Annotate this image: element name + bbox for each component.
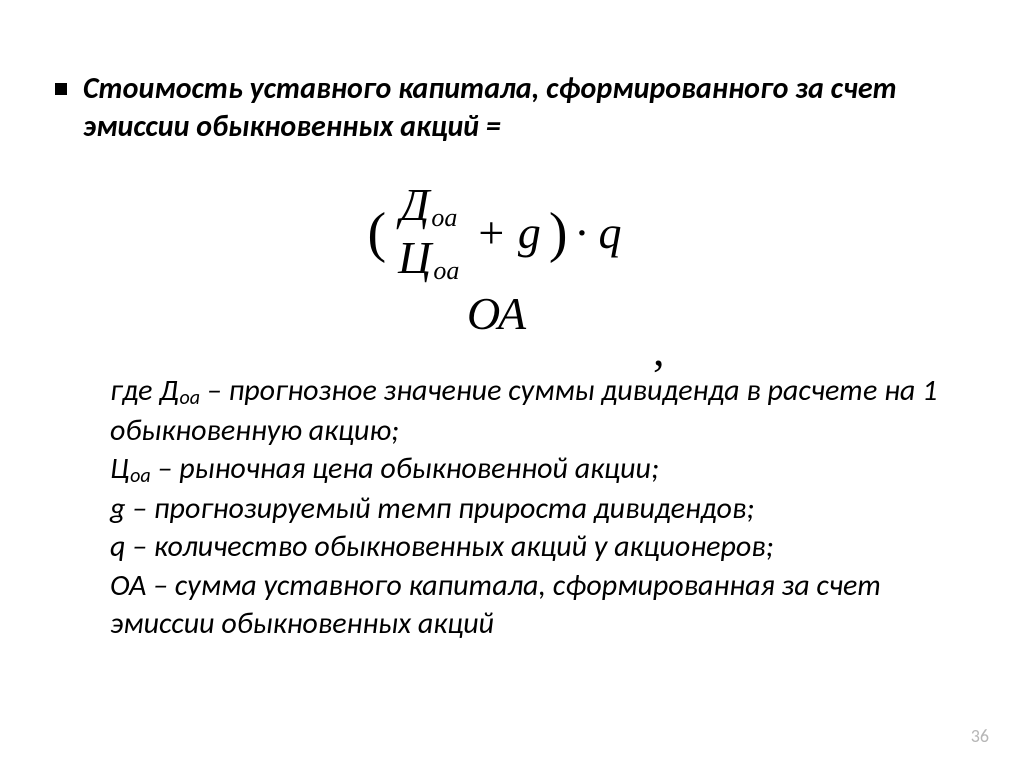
outer-fraction: ( Доа Цоа + g ) · q ОА — [359, 180, 633, 337]
formula: ( Доа Цоа + g ) · q ОА , — [55, 180, 969, 337]
legend-c-sym: Ц — [110, 450, 129, 487]
inner-denominator: Цоа — [392, 233, 465, 286]
legend-line-g: g – прогнозируемый темп прироста дивиден… — [110, 490, 949, 528]
bullet-icon — [55, 83, 67, 95]
formula-trailing-comma: , — [653, 327, 665, 373]
legend-d-text: – прогнозное значение суммы дивиденда в … — [110, 372, 937, 449]
legend-intro: где — [110, 372, 159, 409]
legend-line-d: где Доа – прогнозное значение суммы диви… — [110, 372, 949, 450]
legend-c-sub: оа — [129, 464, 151, 488]
outer-numerator: ( Доа Цоа + g ) · q — [359, 180, 633, 291]
d-subscript: оа — [429, 203, 457, 232]
legend: где Доа – прогнозное значение суммы диви… — [55, 372, 969, 643]
legend-line-c: Цоа – рыночная цена обыкновенной акции; — [110, 450, 949, 490]
d-symbol: Д — [400, 179, 429, 230]
inner-numerator: Доа — [392, 180, 465, 233]
legend-line-q: q – количество обыкновенных акций у акци… — [110, 528, 949, 566]
page-number: 36 — [971, 725, 989, 747]
outer-denominator: ОА — [467, 284, 526, 339]
legend-c-text: – рыночная цена обыкновенной акции; — [151, 450, 659, 487]
dot-q: · q — [570, 210, 628, 256]
left-paren: ( — [365, 205, 388, 261]
plus-g: + g — [469, 210, 547, 256]
title-row: Стоимость уставного капитала, сформирова… — [55, 70, 969, 145]
inner-fraction: Доа Цоа — [392, 180, 465, 285]
c-symbol: Ц — [398, 232, 431, 283]
legend-d-sub: оа — [179, 386, 201, 410]
right-paren: ) — [547, 205, 570, 261]
legend-line-oa: ОА – сумма уставного капитала, сформиров… — [110, 567, 949, 644]
slide: Стоимость уставного капитала, сформирова… — [0, 0, 1024, 767]
c-subscript: оа — [431, 256, 459, 285]
slide-title: Стоимость уставного капитала, сформирова… — [83, 70, 969, 145]
legend-d-sym: Д — [159, 372, 178, 409]
